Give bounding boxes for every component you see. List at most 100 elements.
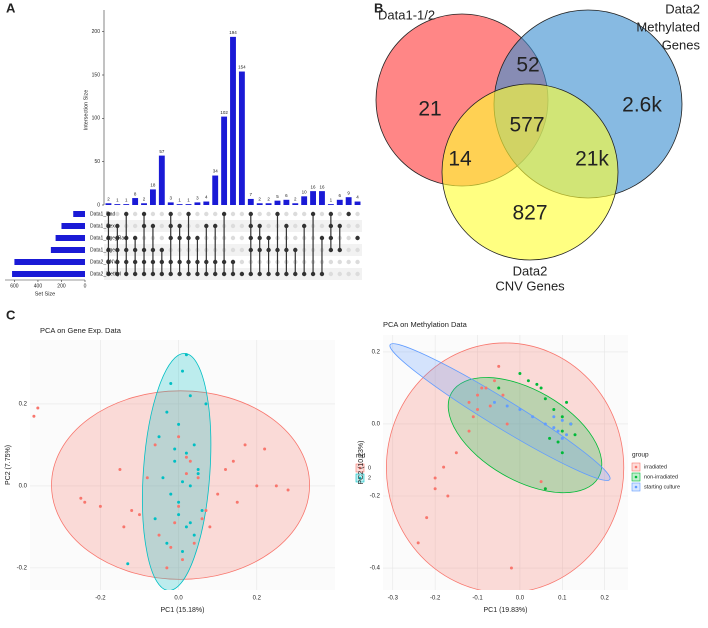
point <box>471 415 475 419</box>
point <box>79 496 83 500</box>
set-tick-label: 600 <box>10 283 19 289</box>
bar-value-label: 4 <box>205 195 208 200</box>
x-tick-label: 0.2 <box>601 596 610 602</box>
bar <box>256 203 263 205</box>
matrix-dot <box>159 223 165 229</box>
point <box>32 414 36 418</box>
legend-dot <box>634 475 638 479</box>
matrix-dot <box>230 223 236 229</box>
point <box>505 404 509 408</box>
confidence-ellipse <box>51 390 310 580</box>
x-tick-label: 0.0 <box>516 596 525 602</box>
bar-value-label: 9 <box>347 190 350 195</box>
point <box>181 369 184 373</box>
point <box>505 422 509 426</box>
set-size-bar <box>73 211 85 217</box>
point <box>543 397 547 401</box>
venn-circle <box>441 83 619 261</box>
point <box>425 516 429 520</box>
point <box>263 447 267 451</box>
bar-value-label: 4 <box>356 195 359 200</box>
matrix-dot <box>346 211 351 217</box>
point <box>243 443 247 447</box>
point <box>177 504 181 508</box>
y-axis-title: PC2 (10.23%) <box>358 441 365 485</box>
bar <box>203 201 210 205</box>
point <box>274 484 278 488</box>
matrix-dot <box>293 235 298 241</box>
point <box>484 386 488 390</box>
bar <box>327 204 334 205</box>
legend-label: non-irradiated <box>644 474 678 480</box>
bar <box>265 203 272 205</box>
set-name: Data1_Sex <box>90 223 115 229</box>
bar-value-label: 6 <box>285 193 288 198</box>
chart-title: PCA on Gene Exp. Data <box>40 326 122 335</box>
panel-label: C <box>6 307 16 322</box>
point <box>177 422 181 426</box>
x-tick-label: -0.1 <box>472 596 483 602</box>
bar <box>283 199 290 205</box>
legend-label: starting culture <box>644 484 680 490</box>
y-tick-label: -0.2 <box>370 494 381 500</box>
bar-value-label: 2 <box>294 196 297 201</box>
matrix-dot <box>346 271 351 277</box>
confidence-ellipse <box>389 343 611 481</box>
point <box>200 508 204 512</box>
matrix-dot <box>239 259 245 265</box>
point <box>552 426 556 430</box>
point <box>569 422 573 426</box>
venn-count: 14 <box>448 148 472 171</box>
point <box>416 541 420 545</box>
point <box>224 468 228 472</box>
point <box>208 525 212 529</box>
point <box>177 500 181 504</box>
point <box>130 508 134 512</box>
point <box>169 545 173 549</box>
point <box>184 525 188 529</box>
point <box>188 394 192 398</box>
bar-value-label: 5 <box>276 194 279 199</box>
bar-value-label: 102 <box>220 110 228 115</box>
point <box>231 459 235 463</box>
bar-value-label: 2 <box>258 196 261 201</box>
confidence-ellipse <box>386 342 625 590</box>
bar-value-label: 1 <box>178 197 181 202</box>
set-name: Data1_Age <box>90 247 115 253</box>
venn-count: 21k <box>575 148 609 171</box>
legend-dot <box>358 476 362 480</box>
venn-set-label: Data2 <box>513 263 548 278</box>
matrix-dot <box>132 211 138 217</box>
matrix-dot <box>150 211 156 217</box>
bar <box>221 116 228 205</box>
point <box>157 435 161 439</box>
point <box>165 541 169 545</box>
bar <box>345 197 352 205</box>
point <box>552 408 556 412</box>
point <box>560 436 564 440</box>
point <box>200 517 204 521</box>
point <box>192 443 196 447</box>
matrix-dot <box>346 259 351 265</box>
matrix-dot <box>132 223 138 229</box>
y-tick-label: -0.2 <box>17 565 28 571</box>
point <box>173 459 177 463</box>
set-tick-label: 0 <box>84 283 87 289</box>
matrix-dot <box>346 235 351 241</box>
point <box>467 429 471 433</box>
matrix-dot <box>328 271 334 277</box>
point <box>216 492 220 496</box>
point <box>83 500 87 504</box>
matrix-dot <box>159 235 165 241</box>
point <box>433 476 437 480</box>
venn-count: 21 <box>418 98 441 121</box>
point <box>543 422 547 426</box>
x-tick-label: 0.1 <box>558 596 567 602</box>
point <box>137 513 141 517</box>
matrix-dot <box>239 271 245 277</box>
matrix-dot <box>337 271 342 277</box>
panel-label: B <box>374 0 383 15</box>
point <box>169 381 173 385</box>
matrix-dot <box>284 211 289 217</box>
set-size-bar <box>14 259 85 265</box>
